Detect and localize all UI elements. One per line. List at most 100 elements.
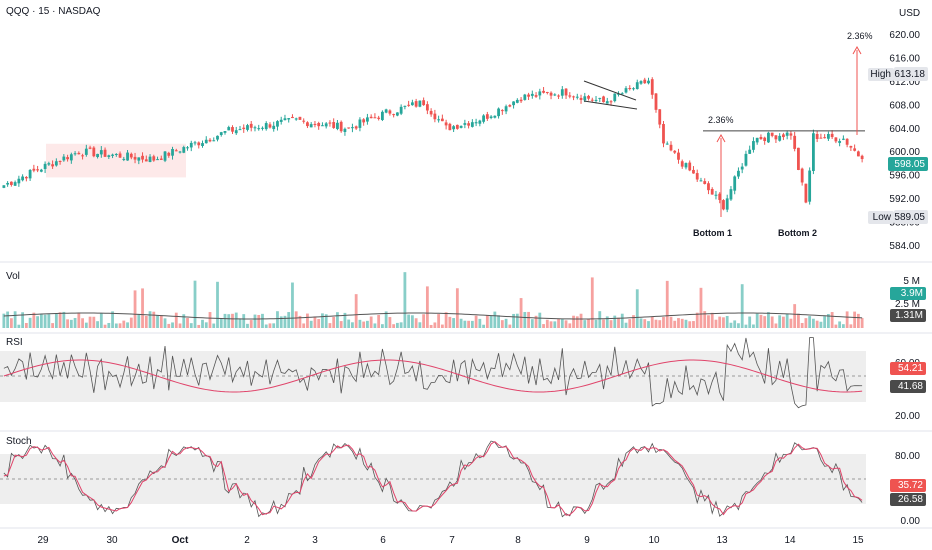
candle-body[interactable] <box>808 170 812 202</box>
candle-body[interactable] <box>410 102 414 106</box>
candle-body[interactable] <box>399 106 403 114</box>
candle-body[interactable] <box>231 127 234 132</box>
candle-body[interactable] <box>437 119 441 121</box>
candle-body[interactable] <box>242 127 246 130</box>
candle-body[interactable] <box>557 95 560 97</box>
candle-body[interactable] <box>467 123 471 126</box>
candle-body[interactable] <box>512 101 515 106</box>
candle-body[interactable] <box>628 88 632 90</box>
candle-body[interactable] <box>24 177 28 179</box>
candle-body[interactable] <box>96 153 99 158</box>
candle-body[interactable] <box>602 96 605 103</box>
candle-body[interactable] <box>841 138 845 140</box>
candle-body[interactable] <box>381 111 384 120</box>
candle-body[interactable] <box>395 112 399 116</box>
candle-body[interactable] <box>422 100 426 106</box>
candle-body[interactable] <box>744 153 748 166</box>
candle-body[interactable] <box>819 137 823 139</box>
candle-body[interactable] <box>478 120 482 124</box>
candle-body[interactable] <box>317 123 321 127</box>
candle-body[interactable] <box>13 182 17 186</box>
candle-body[interactable] <box>812 133 815 171</box>
candle-body[interactable] <box>782 134 785 138</box>
candle-body[interactable] <box>470 122 474 127</box>
candle-body[interactable] <box>650 79 654 95</box>
candle-body[interactable] <box>163 151 167 161</box>
candle-body[interactable] <box>455 124 459 129</box>
candle-body[interactable] <box>156 159 159 161</box>
candle-body[interactable] <box>298 116 302 120</box>
candle-body[interactable] <box>287 118 291 120</box>
candle-body[interactable] <box>114 153 118 155</box>
candle-body[interactable] <box>167 152 171 156</box>
candle-body[interactable] <box>789 133 793 136</box>
candle-body[interactable] <box>118 153 122 158</box>
candle-body[interactable] <box>347 127 351 129</box>
candle-body[interactable] <box>669 144 673 151</box>
candle-body[interactable] <box>28 169 32 179</box>
candle-body[interactable] <box>568 95 572 97</box>
candle-body[interactable] <box>680 161 684 167</box>
candle-body[interactable] <box>793 135 797 149</box>
candle-body[interactable] <box>714 194 718 196</box>
candle-body[interactable] <box>489 116 493 118</box>
candle-body[interactable] <box>725 198 729 210</box>
candle-body[interactable] <box>523 94 527 100</box>
candle-body[interactable] <box>66 157 69 160</box>
candle-body[interactable] <box>770 132 774 136</box>
candle-body[interactable] <box>73 153 77 155</box>
candle-body[interactable] <box>283 118 287 121</box>
candle-body[interactable] <box>433 113 437 120</box>
candle-body[interactable] <box>605 101 609 104</box>
candle-body[interactable] <box>384 109 388 113</box>
candle-body[interactable] <box>849 145 853 148</box>
candle-body[interactable] <box>291 116 294 119</box>
candle-body[interactable] <box>9 181 13 185</box>
candle-body[interactable] <box>362 119 366 123</box>
candle-body[interactable] <box>740 166 744 170</box>
candle-body[interactable] <box>249 123 253 128</box>
candle-body[interactable] <box>856 151 860 157</box>
candle-body[interactable] <box>647 80 650 84</box>
candle-body[interactable] <box>238 129 242 131</box>
candle-body[interactable] <box>77 152 81 155</box>
candle-body[interactable] <box>448 123 452 131</box>
candle-body[interactable] <box>227 127 231 131</box>
candle-body[interactable] <box>129 153 133 158</box>
candle-body[interactable] <box>144 159 148 162</box>
candle-body[interactable] <box>425 104 429 111</box>
candle-body[interactable] <box>212 140 216 142</box>
candle-body[interactable] <box>440 118 444 122</box>
candle-body[interactable] <box>264 123 268 130</box>
candle-body[interactable] <box>452 126 456 130</box>
candle-body[interactable] <box>21 176 25 181</box>
candle-body[interactable] <box>257 128 261 130</box>
candle-body[interactable] <box>774 135 778 140</box>
candle-body[interactable] <box>2 185 6 188</box>
candle-body[interactable] <box>321 125 324 127</box>
candle-body[interactable] <box>527 94 530 97</box>
candle-body[interactable] <box>152 156 156 161</box>
candle-body[interactable] <box>778 135 782 141</box>
candle-body[interactable] <box>174 150 178 152</box>
candle-body[interactable] <box>62 156 66 161</box>
candle-body[interactable] <box>336 122 339 129</box>
candle-body[interactable] <box>515 99 519 103</box>
candle-body[interactable] <box>137 157 141 161</box>
candle-body[interactable] <box>572 96 575 98</box>
candle-body[interactable] <box>32 168 36 171</box>
candle-body[interactable] <box>534 95 538 97</box>
candle-body[interactable] <box>216 135 219 140</box>
candle-body[interactable] <box>279 119 283 122</box>
candle-body[interactable] <box>268 124 272 128</box>
candle-body[interactable] <box>590 99 594 101</box>
candle-body[interactable] <box>343 128 347 132</box>
candle-body[interactable] <box>729 189 733 200</box>
candle-body[interactable] <box>141 155 144 160</box>
candle-body[interactable] <box>752 141 755 150</box>
candle-body[interactable] <box>755 137 759 143</box>
candle-body[interactable] <box>804 183 808 203</box>
candle-body[interactable] <box>261 127 264 129</box>
candle-body[interactable] <box>737 170 740 177</box>
candle-body[interactable] <box>707 183 710 191</box>
